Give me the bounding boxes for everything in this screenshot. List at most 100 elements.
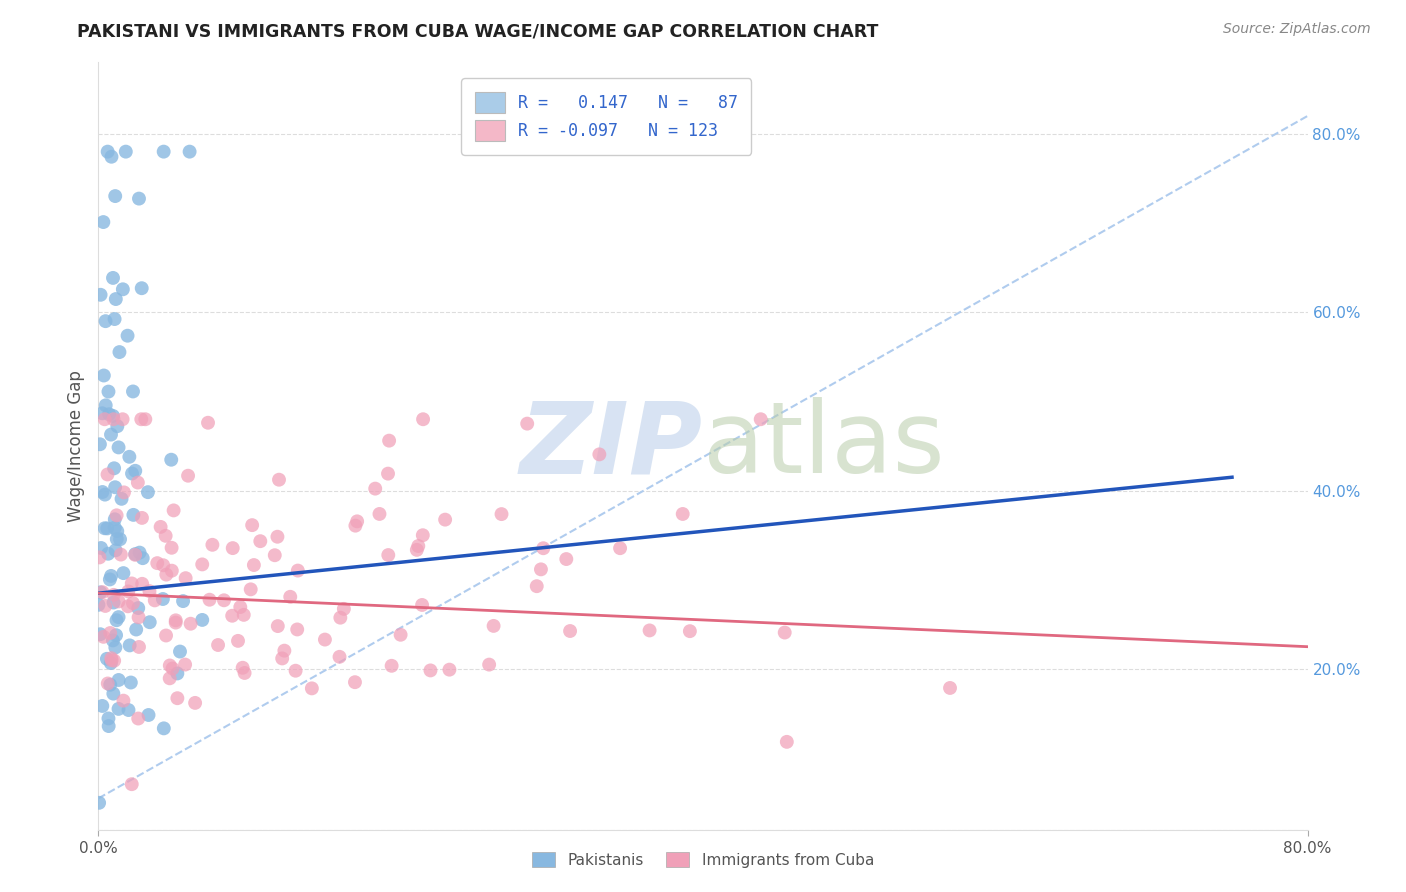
Point [207,638,229,652]
Text: PAKISTANI VS IMMIGRANTS FROM CUBA WAGE/INCOME GAP CORRELATION CHART: PAKISTANI VS IMMIGRANTS FROM CUBA WAGE/I… [77,22,879,40]
Text: ZIP: ZIP [520,398,703,494]
Point [104,189,127,203]
Point [110,548,132,562]
Point [111,282,134,296]
Point [104,520,127,534]
Point [121,777,143,791]
Point [125,623,148,637]
Point [104,640,127,655]
Point [91,485,114,500]
Point [105,613,128,627]
Point [100,427,122,442]
Point [89,585,111,599]
Point [111,412,134,426]
Point [104,292,127,306]
Point [160,564,183,578]
Point [103,595,125,609]
Point [97,547,120,561]
Point [478,657,501,672]
Point [103,654,125,668]
Point [146,556,169,570]
Point [124,548,146,562]
Point [263,548,285,562]
Point [117,599,139,614]
Point [122,384,145,399]
Point [104,512,127,526]
Point [679,624,702,639]
Point [98,573,121,587]
Point [122,508,145,522]
Text: atlas: atlas [703,398,945,494]
Point [100,150,122,164]
Point [160,541,183,555]
Point [94,599,117,613]
Point [107,610,129,624]
Point [184,696,207,710]
Point [128,192,150,206]
Point [411,598,433,612]
Point [159,671,181,685]
Point [749,412,772,426]
Point [89,437,111,451]
Point [131,511,153,525]
Point [143,593,166,607]
Point [284,664,307,678]
Point [124,464,146,478]
Point [108,345,131,359]
Point [166,666,188,681]
Point [329,610,352,624]
Point [112,693,135,707]
Point [104,312,127,326]
Point [155,529,177,543]
Point [103,412,125,426]
Point [516,417,538,431]
Point [166,691,188,706]
Point [232,607,254,622]
Point [939,681,962,695]
Point [232,661,254,675]
Legend: Pakistanis, Immigrants from Cuba: Pakistanis, Immigrants from Cuba [524,844,882,875]
Point [112,485,135,500]
Point [434,513,457,527]
Point [169,644,191,658]
Point [672,507,695,521]
Point [87,796,110,810]
Point [381,658,404,673]
Point [160,452,183,467]
Point [121,576,143,591]
Point [197,416,219,430]
Point [117,584,139,599]
Point [152,558,174,573]
Point [314,632,336,647]
Point [100,651,122,665]
Point [155,567,177,582]
Point [107,594,129,608]
Point [105,628,128,642]
Point [128,640,150,654]
Point [153,722,176,736]
Point [273,643,295,657]
Point [100,569,122,583]
Point [117,328,139,343]
Point [93,630,115,644]
Point [127,475,149,490]
Point [229,600,252,615]
Point [136,485,159,500]
Point [172,594,194,608]
Point [558,624,581,638]
Point [91,406,114,420]
Point [201,538,224,552]
Point [389,628,412,642]
Point [174,657,197,672]
Point [93,368,115,383]
Point [405,542,427,557]
Point [328,649,350,664]
Point [266,530,288,544]
Point [131,281,153,295]
Point [90,541,112,555]
Point [134,412,156,426]
Point [159,658,181,673]
Point [301,681,323,696]
Point [267,473,290,487]
Point [121,467,143,481]
